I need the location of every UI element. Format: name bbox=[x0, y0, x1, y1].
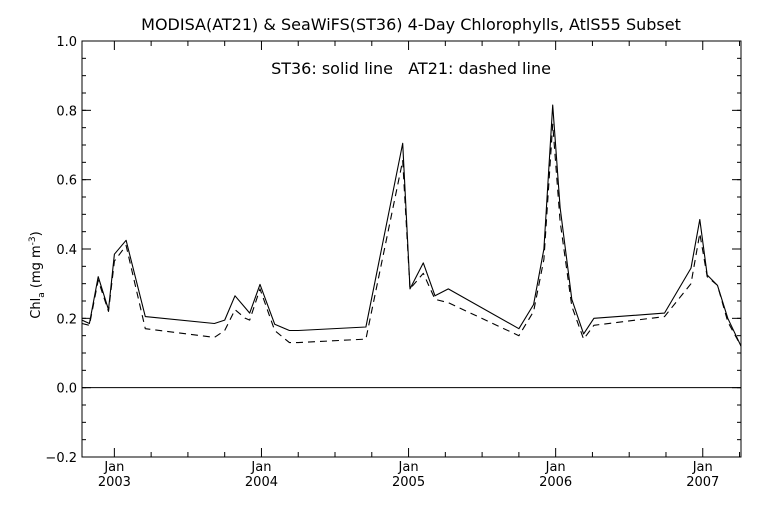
y-tick-label: 0.6 bbox=[56, 174, 77, 189]
x-tick-label-month: Jan bbox=[545, 460, 566, 475]
y-tick-label: −0.2 bbox=[45, 451, 77, 466]
x-tick-label-month: Jan bbox=[250, 460, 271, 475]
y-axis-label-subscript: a bbox=[37, 292, 47, 298]
x-tick-label-year: 2007 bbox=[686, 475, 719, 490]
y-axis-label: Chla (mg m-3) bbox=[28, 231, 47, 318]
y-tick-label: 0.4 bbox=[56, 243, 77, 258]
plot-frame bbox=[81, 40, 742, 458]
x-tick-label-year: 2006 bbox=[539, 475, 572, 490]
y-axis-label-main: Chl bbox=[29, 298, 44, 319]
x-tick-label-month: Jan bbox=[692, 460, 713, 475]
x-tick-label-year: 2003 bbox=[98, 475, 131, 490]
series-group bbox=[81, 104, 742, 347]
x-tick-label-month: Jan bbox=[398, 460, 419, 475]
y-tick-label: 0.8 bbox=[56, 104, 77, 119]
x-tick-label-month: Jan bbox=[103, 460, 124, 475]
series-line-at21 bbox=[81, 123, 742, 347]
y-tick-label: 1.0 bbox=[56, 35, 77, 50]
y-tick-label: 0.0 bbox=[56, 382, 77, 397]
y-axis-label-unit-exponent: -3 bbox=[28, 236, 38, 245]
axes: −0.20.00.20.40.60.81.0Jan2003Jan2004Jan2… bbox=[45, 35, 741, 490]
x-tick-label-year: 2004 bbox=[245, 475, 278, 490]
chart-title: MODISA(AT21) & SeaWiFS(ST36) 4-Day Chlor… bbox=[141, 15, 681, 34]
y-axis-label-unit-close: ) bbox=[29, 231, 44, 236]
x-tick-label-year: 2005 bbox=[392, 475, 425, 490]
y-tick-label: 0.2 bbox=[56, 312, 77, 327]
series-line-st36 bbox=[81, 104, 742, 347]
legend-annotation: ST36: solid line AT21: dashed line bbox=[271, 59, 551, 78]
y-axis-label-unit: (mg m bbox=[29, 245, 44, 292]
